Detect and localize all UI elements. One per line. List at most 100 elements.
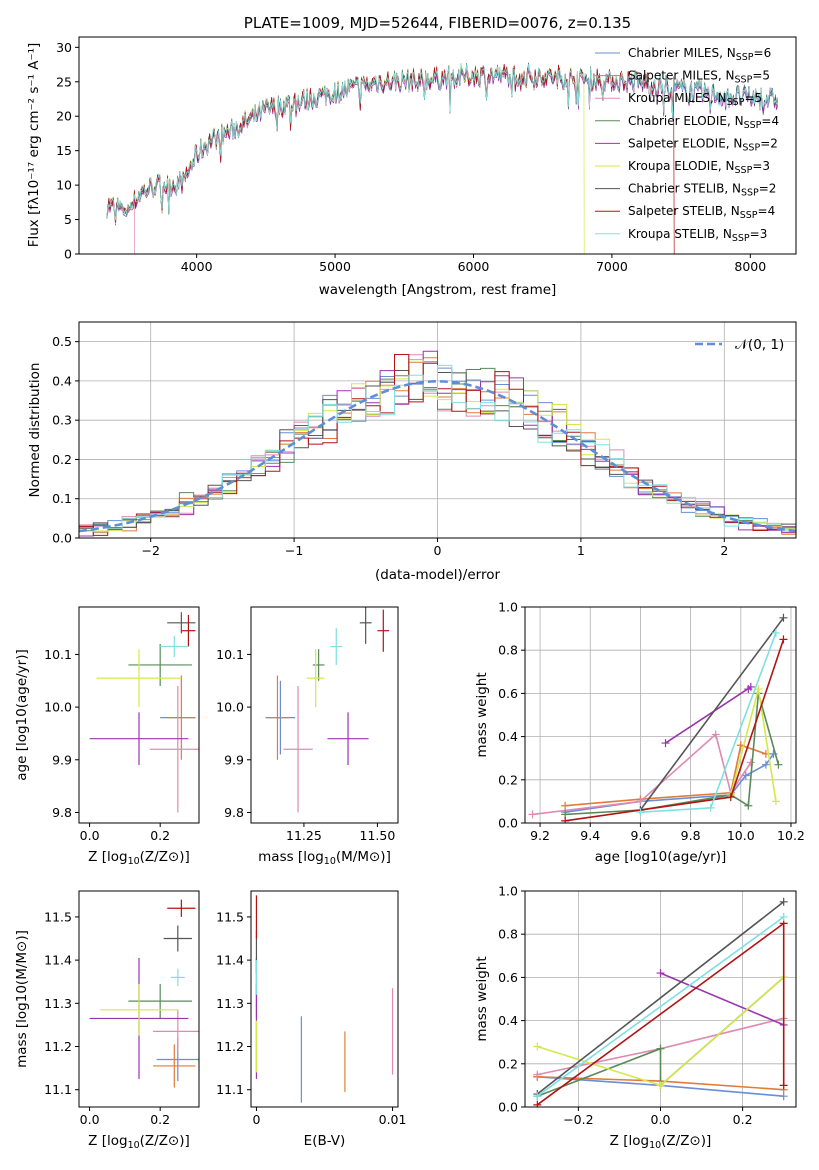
y-tick-label: 10	[56, 178, 72, 193]
y-tick-label: 0.8	[498, 643, 518, 658]
y-tick-label: 0.3	[52, 413, 72, 428]
legend-label: Chabrier ELODIE, NSSP=4	[628, 114, 779, 131]
weight-marker	[656, 1044, 665, 1053]
plot-area	[255, 895, 394, 1103]
legend-label: 𝒩(0, 1)	[735, 337, 784, 353]
x-axis-label: age [log10(age/yr)]	[595, 849, 727, 865]
axes-frame	[524, 606, 797, 824]
x-tick-label: 4000	[181, 259, 213, 274]
x-axis-label: (data-model)/error	[375, 567, 501, 583]
x-tick-label: 0	[252, 1112, 260, 1127]
y-tick-label: 0	[64, 247, 72, 262]
y-tick-label: 25	[56, 74, 72, 89]
y-tick-label: 0.6	[498, 686, 518, 701]
weight-marker	[774, 760, 783, 769]
x-tick-label: 9.2	[530, 828, 550, 843]
plot-area	[265, 607, 390, 813]
legend-label: Kroupa ELODIE, NSSP=3	[628, 159, 770, 176]
y-tick-label: 11.3	[216, 996, 244, 1011]
plot-area	[89, 612, 199, 813]
y-tick-label: 9.8	[224, 805, 244, 820]
weight-marker	[779, 912, 788, 921]
legend-label: Chabrier MILES, NSSP=6	[628, 46, 771, 63]
weight-line-5	[660, 972, 785, 1026]
x-tick-label: 0.0	[80, 828, 100, 843]
y-tick-label: 0.4	[498, 1013, 518, 1028]
legend-label: Salpeter MILES, NSSP=5	[628, 69, 770, 86]
weight-line-7	[639, 617, 785, 811]
x-tick-label: 0	[434, 543, 442, 558]
weight-marker	[711, 730, 720, 739]
weight-marker	[636, 808, 645, 817]
weight-line-8	[564, 639, 785, 822]
y-tick-label: 11.3	[44, 996, 72, 1011]
y-tick-label: 10.1	[44, 647, 72, 662]
weight-marker	[528, 810, 537, 819]
y-tick-label: 15	[56, 143, 72, 158]
axes-frame	[78, 606, 200, 824]
x-tick-label: −0.2	[563, 1112, 593, 1127]
weight-marker	[533, 1070, 542, 1079]
x-axis-label: E(B-V)	[304, 1133, 346, 1149]
y-tick-label: 0.1	[52, 491, 72, 506]
histogram-9	[79, 364, 796, 538]
y-tick-label: 1.0	[498, 884, 518, 899]
x-tick-label: 8000	[734, 259, 766, 274]
weight-marker	[533, 1100, 542, 1107]
x-tick-label: 9.6	[630, 828, 650, 843]
normal-reference-curve	[79, 379, 796, 533]
x-tick-label: −1	[285, 543, 303, 558]
plot-area	[79, 350, 796, 538]
x-tick-label: 11.50	[360, 828, 396, 843]
x-axis-label: mass [log10(M/M⊙)]	[258, 849, 391, 867]
y-tick-label: 0.0	[498, 816, 518, 831]
y-tick-label: 0.4	[498, 729, 518, 744]
weight-marker	[771, 797, 780, 806]
weight-marker	[636, 797, 645, 806]
axes-frame	[250, 890, 399, 1108]
legend-label: Chabrier STELIB, NSSP=2	[628, 182, 776, 199]
plot-area	[106, 62, 779, 254]
y-tick-label: 0.5	[52, 334, 72, 349]
weight-marker	[746, 758, 755, 767]
panel-age_vs_Z: 0.0 0.2 9.8 9.9 10.0 10.1 Z [log10(Z/Z⊙)] age […	[14, 606, 200, 867]
panel-spectrum: 4000 5000 6000 7000 8000 0 5 10 15 20 25 30 PLATE=10…	[26, 14, 797, 298]
y-axis-label: Flux [fλ10⁻¹⁷ erg cm⁻² s⁻¹ A⁻¹]	[26, 43, 42, 248]
x-tick-label: 6000	[458, 259, 490, 274]
x-tick-label: 9.8	[681, 828, 701, 843]
weight-marker	[779, 613, 788, 622]
y-axis-label: age [log10(age/yr)]	[14, 649, 30, 781]
axes-frame	[78, 890, 200, 1108]
weight-marker	[779, 635, 788, 644]
legend-label: Kroupa STELIB, NSSP=3	[628, 227, 767, 244]
plot-area	[533, 897, 788, 1107]
y-axis-label: mass weight	[474, 956, 490, 1041]
legend-label: Kroupa MILES, NSSP=5	[628, 91, 762, 108]
weight-marker	[726, 793, 735, 802]
x-tick-label: 0.01	[379, 1112, 407, 1127]
y-tick-label: 0.0	[52, 531, 72, 546]
weight-marker	[779, 1081, 788, 1090]
y-tick-label: 0.2	[498, 772, 518, 787]
x-tick-label: 0.2	[150, 1112, 170, 1127]
x-tick-label: 5000	[319, 259, 351, 274]
axes-frame	[250, 606, 399, 824]
x-axis-label: Z [log10(Z/Z⊙)]	[88, 849, 190, 867]
y-axis-label: mass [log10(M/M⊙)]	[14, 930, 30, 1068]
weight-line-9	[536, 916, 785, 1097]
x-tick-label: 1	[577, 543, 585, 558]
panel-weight_vs_age: 9.2 9.4 9.6 9.8 10.0 10.2 0.0 0.2 0.4 0.6 0.8 1.0 ag…	[474, 600, 805, 866]
y-tick-label: 10.0	[44, 700, 72, 715]
x-tick-label: 0.2	[733, 1112, 753, 1127]
x-tick-label: −2	[141, 543, 159, 558]
plot-area	[89, 899, 199, 1088]
x-tick-label: 10.2	[777, 828, 805, 843]
y-tick-label: 0.2	[498, 1056, 518, 1071]
panel-mass_vs_Z: 0.0 0.2 11.1 11.2 11.3 11.4 11.5 Z [log10(Z/Z⊙)…	[14, 890, 200, 1151]
weight-marker	[761, 760, 770, 769]
weight-marker	[561, 801, 570, 810]
y-tick-label: 0.4	[52, 373, 72, 388]
weight-line-7	[536, 901, 785, 1095]
y-tick-label: 11.4	[216, 953, 244, 968]
